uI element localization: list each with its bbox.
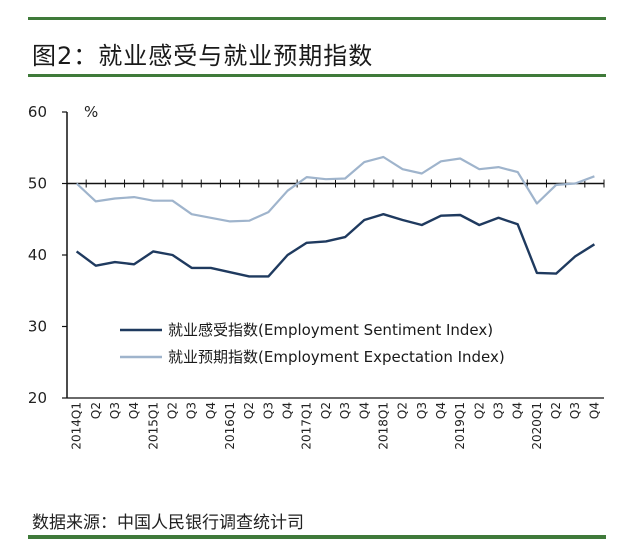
legend-label: 就业预期指数(Employment Expectation Index) [168,348,505,366]
x-tick-label: 2018Q1 [376,402,390,450]
x-tick-label: Q2 [165,402,179,419]
bottom-rule [28,535,606,539]
x-tick-label: Q4 [204,402,218,419]
x-tick-label: 2014Q1 [70,402,84,450]
x-tick-label: 2020Q1 [530,402,544,450]
data-source: 数据来源：中国人民银行调查统计司 [32,513,304,533]
series-line-employment-expectation [75,155,595,223]
x-tick-label: Q2 [472,402,486,419]
chart-title: 图2：就业感受与就业预期指数 [32,42,374,70]
x-tick-label: Q3 [415,402,429,419]
y-tick-label: 30 [28,318,47,336]
title-rule [28,74,606,77]
x-tick-label: Q2 [242,402,256,419]
x-tick-label: 2015Q1 [146,402,160,450]
x-tick-label: 2016Q1 [223,402,237,450]
legend: 就业感受指数(Employment Sentiment Index) 就业预期指数… [120,321,505,366]
y-axis-unit: % [84,103,98,121]
x-tick-label: Q2 [396,402,410,419]
top-rule [28,17,606,20]
x-tick-label: Q4 [511,402,525,419]
x-tick-label: Q3 [108,402,122,419]
series-line-employment-sentiment [75,212,596,278]
x-tick-label: 2019Q1 [453,402,467,450]
x-tick-label: Q4 [434,402,448,419]
x-tick-label: Q4 [281,402,295,419]
x-tick-label: Q3 [185,402,199,419]
x-tick-label: 2017Q1 [300,402,314,450]
x-tick-label: Q2 [319,402,333,419]
series-lines [75,155,596,278]
chart-axes [62,111,605,399]
x-tick-label: Q3 [261,402,275,419]
x-tick-labels: 2014Q1 Q2 Q3 Q4 2015Q1 Q2 Q3 Q4 2016Q1 Q2 Q3 Q4 2017… [70,402,602,450]
x-tick-label: Q2 [89,402,103,419]
y-tick-label: 60 [28,103,47,121]
legend-label: 就业感受指数(Employment Sentiment Index) [168,321,493,339]
x-tick-label: Q4 [587,402,601,419]
y-tick-label: 20 [28,389,47,407]
x-tick-label: Q3 [568,402,582,419]
x-tick-label: Q4 [357,402,371,419]
x-tick-label: Q3 [492,402,506,419]
x-tick-label: Q2 [549,402,563,419]
y-tick-labels: 20 30 40 50 60% [28,103,98,407]
y-tick-label: 40 [28,246,47,264]
x-tick-label: Q4 [127,402,141,419]
x-tick-label: Q3 [338,402,352,419]
y-tick-label: 50 [28,175,47,193]
